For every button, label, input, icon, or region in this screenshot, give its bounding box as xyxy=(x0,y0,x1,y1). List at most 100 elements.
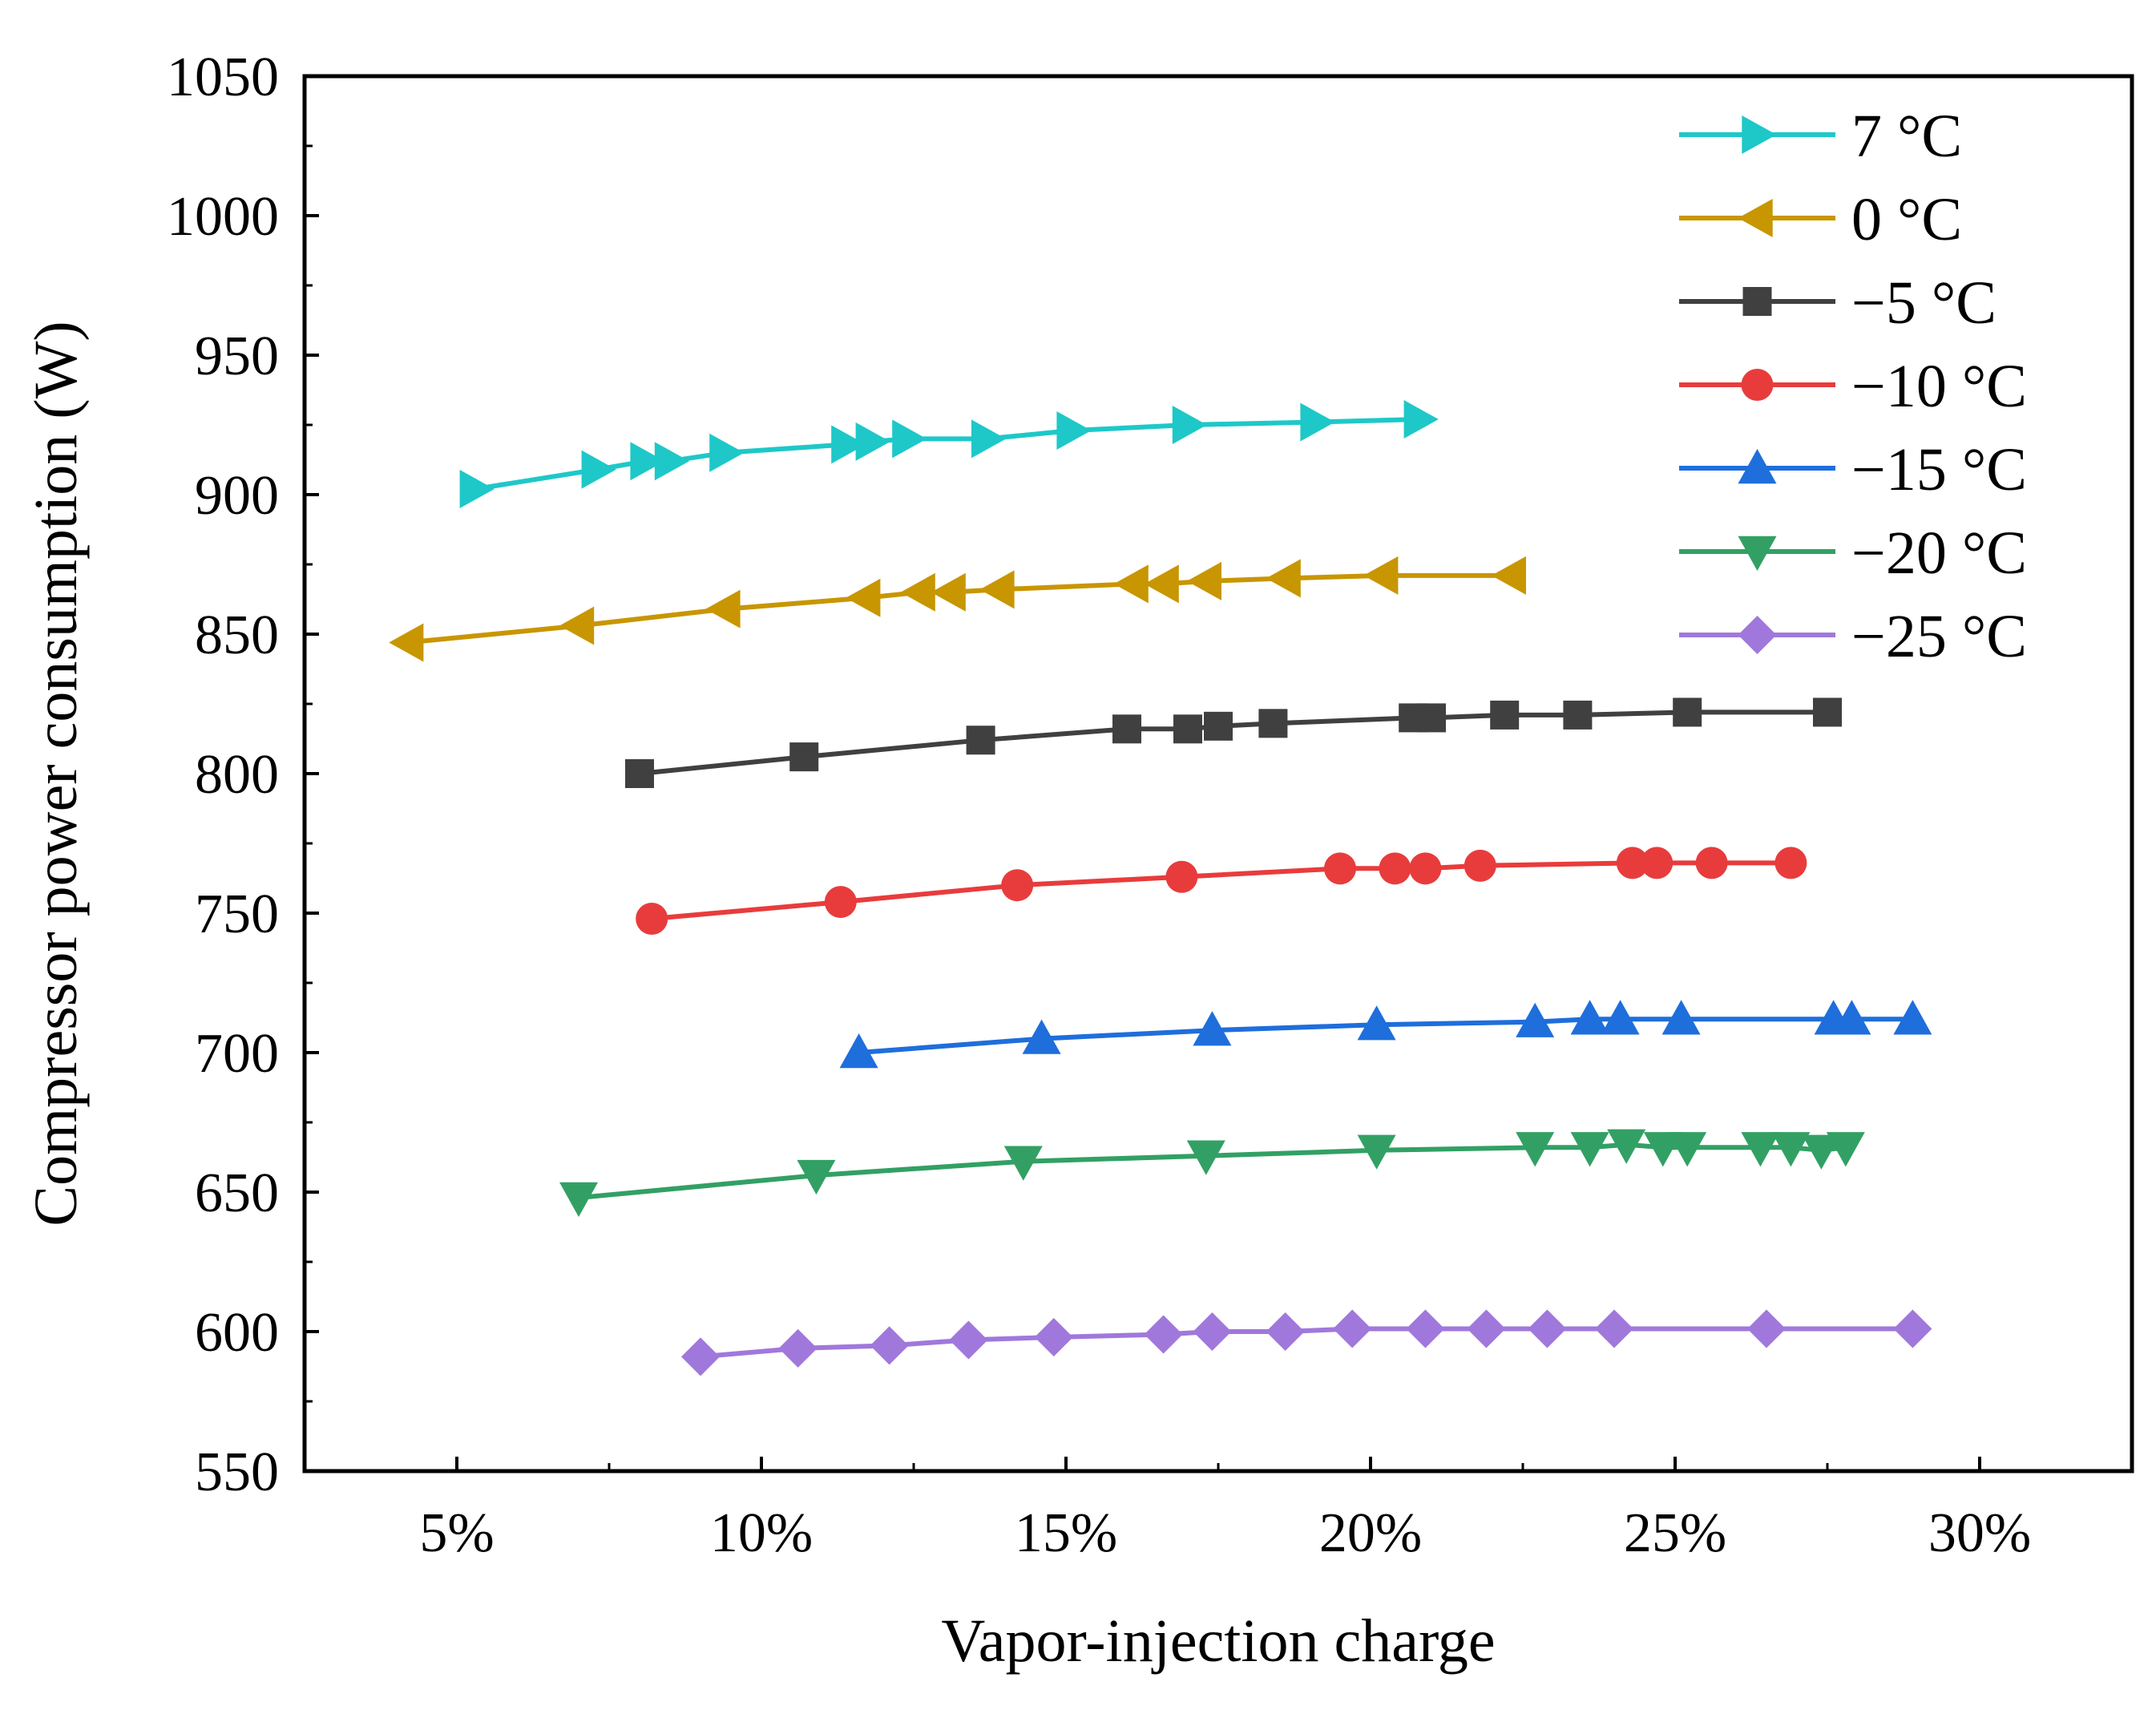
data-point xyxy=(1258,709,1288,738)
data-point xyxy=(1673,697,1702,727)
y-tick-label: 1000 xyxy=(167,186,279,248)
legend-label: −15 °C xyxy=(1851,436,2027,503)
y-axis-title: Compressor power consumption (W) xyxy=(22,321,90,1226)
x-tick-label: 5% xyxy=(419,1502,494,1564)
data-point xyxy=(559,606,595,645)
data-point xyxy=(1001,869,1034,902)
data-point xyxy=(1641,847,1674,879)
data-point xyxy=(971,419,1007,459)
data-point xyxy=(824,886,857,919)
series-6 xyxy=(559,1129,1865,1217)
data-point xyxy=(1668,1132,1707,1167)
legend-item: −5 °C xyxy=(1679,269,1997,337)
data-point xyxy=(1490,700,1520,730)
legend: 7 °C 0 °C −5 °C −10 °C −15 °C −20 °C −25 °C xyxy=(1679,103,2027,670)
data-point xyxy=(1266,1312,1305,1351)
data-point xyxy=(459,470,495,509)
legend-item: 0 °C xyxy=(1679,186,1962,253)
data-point xyxy=(1893,1000,1932,1035)
x-tick-label: 15% xyxy=(1015,1502,1117,1564)
data-point xyxy=(1832,1000,1871,1035)
legend-marker xyxy=(1738,449,1777,484)
series-2 xyxy=(389,556,1526,662)
data-point xyxy=(630,442,665,481)
data-point xyxy=(636,902,668,935)
series-3 xyxy=(625,697,1842,788)
axis-layer: 550 600 650 700 750 800 850 900 950 1000 1050 5% 10%… xyxy=(167,46,2031,1564)
y-tick-label: 650 xyxy=(195,1162,279,1224)
legend-marker xyxy=(1741,369,1774,401)
data-point xyxy=(797,1159,836,1195)
data-point xyxy=(1741,1132,1780,1167)
data-point xyxy=(1516,1002,1555,1037)
data-point xyxy=(949,1320,988,1360)
data-point xyxy=(1186,561,1221,600)
data-point xyxy=(846,578,881,617)
data-point xyxy=(1403,400,1439,439)
legend-marker xyxy=(1738,616,1777,654)
data-point xyxy=(1774,847,1807,879)
data-point xyxy=(1204,711,1233,741)
x-tick-label: 10% xyxy=(710,1502,813,1564)
legend-marker xyxy=(1738,536,1777,571)
data-point xyxy=(789,742,819,772)
data-point xyxy=(1172,406,1207,444)
legend-label: 7 °C xyxy=(1851,103,1962,170)
series-1 xyxy=(459,400,1439,509)
legend-item: −10 °C xyxy=(1679,353,2027,420)
data-point xyxy=(1144,1315,1183,1354)
data-point xyxy=(559,1182,598,1217)
data-point xyxy=(1467,1309,1506,1348)
legend-label: −10 °C xyxy=(1851,353,2027,420)
x-axis-title: Vapor-injection charge xyxy=(941,1607,1495,1675)
data-point xyxy=(966,726,995,755)
y-tick-label: 900 xyxy=(195,465,279,527)
legend-item: −15 °C xyxy=(1679,436,2027,503)
y-tick-label: 600 xyxy=(195,1302,279,1364)
data-point xyxy=(1417,703,1446,733)
legend-item: −20 °C xyxy=(1679,519,2027,587)
y-tick-label: 550 xyxy=(195,1441,279,1503)
legend-item: 7 °C xyxy=(1679,103,1962,170)
y-tick-label: 850 xyxy=(195,604,279,666)
data-point xyxy=(1607,1129,1646,1164)
data-point xyxy=(855,422,890,461)
data-point xyxy=(1333,1309,1372,1348)
data-point xyxy=(1643,1132,1682,1167)
data-point xyxy=(979,570,1015,609)
y-tick-label: 950 xyxy=(195,325,279,387)
data-point xyxy=(831,425,866,464)
data-point xyxy=(705,589,741,629)
series-4 xyxy=(636,847,1807,935)
data-point xyxy=(1003,1146,1043,1181)
data-point xyxy=(1661,1000,1701,1035)
data-point xyxy=(839,1033,878,1069)
data-point xyxy=(1409,852,1442,885)
data-point xyxy=(1363,556,1399,595)
legend-label: −5 °C xyxy=(1851,269,1997,337)
data-point xyxy=(1034,1317,1073,1356)
x-tick-label: 30% xyxy=(1928,1502,2031,1564)
data-point xyxy=(654,442,689,481)
data-point xyxy=(1193,1312,1232,1351)
data-point xyxy=(581,450,616,489)
data-point xyxy=(1813,697,1842,727)
data-point xyxy=(1464,849,1496,882)
data-point xyxy=(1595,1309,1633,1348)
legend-item: −25 °C xyxy=(1679,603,2027,670)
series-layer xyxy=(389,400,1932,1376)
data-point xyxy=(1771,1132,1811,1167)
y-tick-label: 750 xyxy=(195,883,279,945)
data-point xyxy=(1357,1134,1396,1170)
data-point xyxy=(1570,1000,1609,1035)
data-point xyxy=(1300,402,1335,442)
y-tick-label: 700 xyxy=(195,1023,279,1085)
data-point xyxy=(1695,847,1728,879)
data-point xyxy=(1406,1309,1445,1348)
data-point xyxy=(1516,1132,1555,1167)
data-point xyxy=(1324,852,1356,885)
x-tick-label: 20% xyxy=(1319,1502,1422,1564)
data-point xyxy=(1056,410,1092,450)
